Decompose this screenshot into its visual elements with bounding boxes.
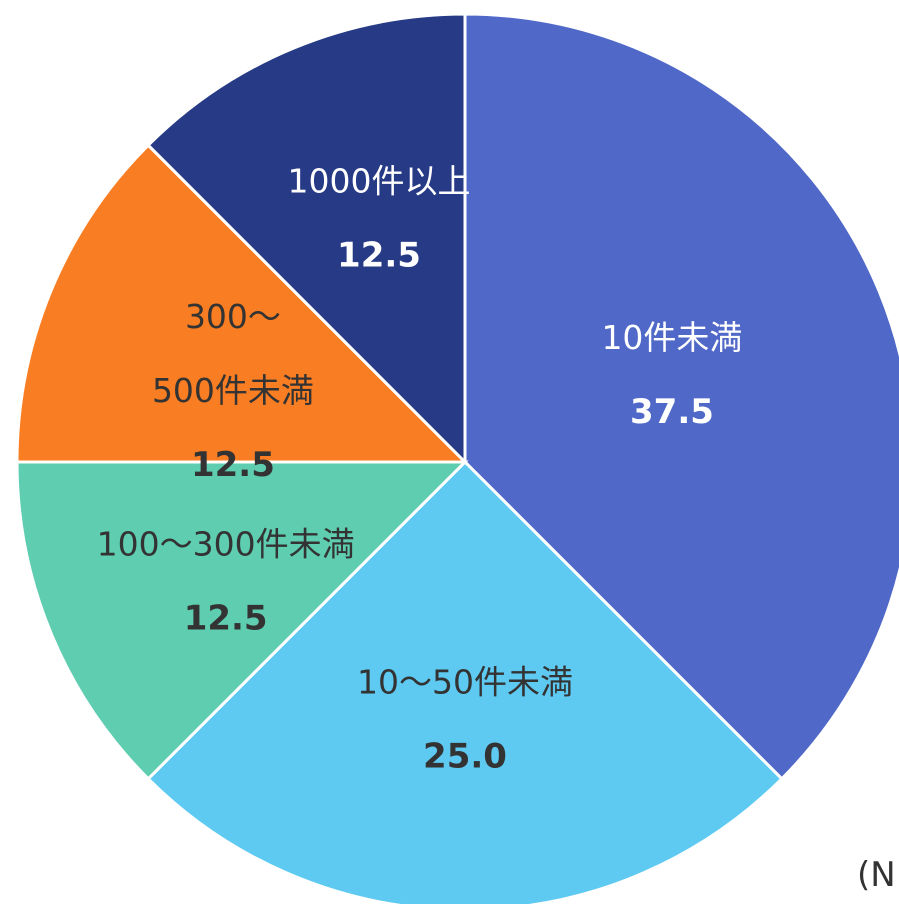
slice-label-1-line-0: 10〜50件未満 bbox=[357, 662, 573, 701]
pie-slice-0 bbox=[463, 12, 899, 781]
pie-slice-2 bbox=[15, 460, 469, 781]
pie-slice-1 bbox=[146, 459, 784, 904]
slice-value-1: 25.0 bbox=[423, 736, 507, 776]
slice-value-0: 37.5 bbox=[630, 392, 714, 432]
slice-label-2-line-0: 100〜300件未満 bbox=[97, 524, 355, 563]
slice-value-4: 12.5 bbox=[337, 236, 421, 276]
slice-label-0-line-0: 10件未満 bbox=[601, 318, 742, 357]
pie-slice-4 bbox=[146, 12, 467, 466]
pie-slices bbox=[15, 12, 899, 904]
slice-label-3-line-0: 300〜 bbox=[185, 297, 281, 336]
slice-label-4-line-0: 1000件以上 bbox=[288, 162, 471, 201]
slice-value-2: 12.5 bbox=[184, 598, 268, 638]
slice-label-3-line-1: 500件未満 bbox=[152, 371, 314, 410]
pie-labels: 10件未満 37.5 10〜50件未満 25.0 100〜300件未満 12.5 300〜 5… bbox=[97, 162, 743, 777]
sample-size-note: (N bbox=[857, 855, 896, 895]
slice-value-3: 12.5 bbox=[191, 445, 275, 485]
pie-slice-3 bbox=[15, 143, 469, 464]
